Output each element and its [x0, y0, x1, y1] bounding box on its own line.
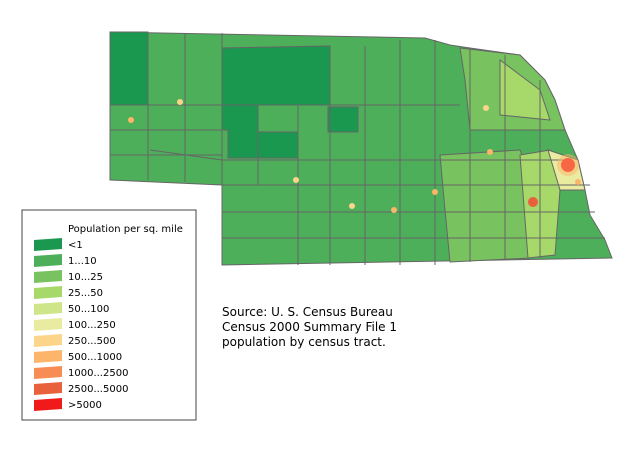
county: [109, 31, 149, 106]
legend-label: 50...100: [68, 304, 109, 315]
city: [575, 179, 581, 185]
city: [483, 105, 489, 111]
legend-swatch: [34, 334, 62, 347]
legend-label: 500...1000: [68, 352, 122, 363]
legend-label: 10...25: [68, 272, 103, 283]
legend-swatch: [34, 398, 62, 411]
legend-label: 250...500: [68, 336, 116, 347]
city: [293, 177, 299, 183]
source-line: Source: U. S. Census Bureau: [222, 305, 393, 319]
county: [257, 131, 299, 159]
city: [528, 197, 538, 207]
city: [391, 207, 397, 213]
legend-label: 100...250: [68, 320, 116, 331]
source-line: population by census tract.: [222, 335, 386, 349]
city: [349, 203, 355, 209]
source-line: Census 2000 Summary File 1: [222, 320, 397, 334]
city: [128, 117, 134, 123]
legend-swatch: [34, 366, 62, 379]
legend-swatch: [34, 270, 62, 283]
county: [327, 106, 359, 133]
legend: <1 1...10 10...25 25...50 50...100 100...250 2…: [34, 238, 128, 411]
legend-label: >5000: [68, 400, 102, 411]
city: [432, 189, 438, 195]
county: [221, 45, 331, 106]
legend-label: 25...50: [68, 288, 103, 299]
city: [487, 149, 493, 155]
county: [499, 59, 551, 121]
legend-label: 1000...2500: [68, 368, 128, 379]
legend-title: Population per sq. mile: [68, 224, 183, 235]
legend-label: <1: [68, 240, 83, 251]
legend-swatch: [34, 254, 62, 267]
legend-swatch: [34, 318, 62, 331]
city: [177, 99, 183, 105]
city: [557, 154, 579, 176]
legend-swatch: [34, 302, 62, 315]
legend-swatch: [34, 238, 62, 251]
legend-swatch: [34, 350, 62, 363]
legend-label: 1...10: [68, 256, 97, 267]
legend-swatch: [34, 286, 62, 299]
legend-label: 2500...5000: [68, 384, 128, 395]
county-lines: [110, 32, 605, 265]
state-map: [109, 31, 613, 266]
legend-swatch: [34, 382, 62, 395]
